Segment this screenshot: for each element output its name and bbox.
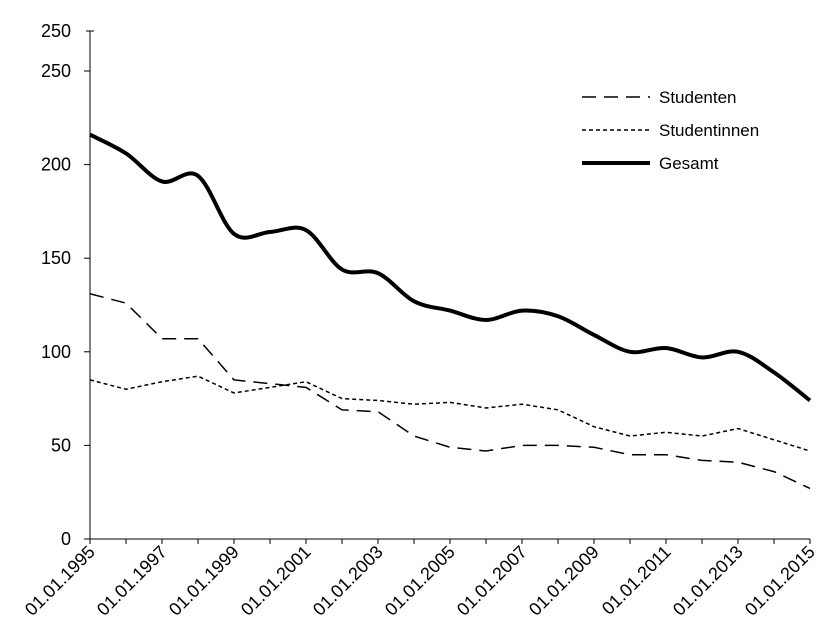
y-tick-label: 200 xyxy=(41,155,71,175)
x-tick-label: 01.01.2003 xyxy=(309,542,387,620)
legend-label-studentinnen: Studentinnen xyxy=(659,121,759,140)
x-tick-label: 01.01.1995 xyxy=(21,542,99,620)
series-line-studenten xyxy=(89,293,811,490)
x-tick-label: 01.01.2007 xyxy=(453,542,531,620)
y-tick-label: 250 xyxy=(41,61,71,81)
y-axis-top-label: 250 xyxy=(41,21,71,41)
y-tick-label: 150 xyxy=(41,248,71,268)
x-tick-label: 01.01.2005 xyxy=(381,542,459,620)
series-lines xyxy=(89,132,812,490)
x-tick-label: 01.01.2013 xyxy=(669,542,747,620)
y-tick-label: 0 xyxy=(61,529,71,549)
x-tick-label: 01.01.2001 xyxy=(237,542,315,620)
x-tick-label: 01.01.1997 xyxy=(93,542,171,620)
legend-label-studenten: Studenten xyxy=(659,88,737,107)
x-tick-label: 01.01.1999 xyxy=(165,542,243,620)
x-tick-label: 01.01.2009 xyxy=(525,542,603,620)
series-line-gesamt xyxy=(89,132,812,403)
axes: 05010015020025025001.01.199501.01.199701… xyxy=(21,21,816,620)
y-tick-label: 50 xyxy=(51,435,71,455)
x-tick-label: 01.01.2015 xyxy=(741,542,816,620)
x-tick-label: 01.01.2011 xyxy=(598,542,675,619)
legend: Studenten Studentinnen Gesamt xyxy=(582,88,759,173)
y-tick-label: 100 xyxy=(41,342,71,362)
legend-label-gesamt: Gesamt xyxy=(659,154,719,173)
series-line-studentinnen xyxy=(89,375,811,452)
